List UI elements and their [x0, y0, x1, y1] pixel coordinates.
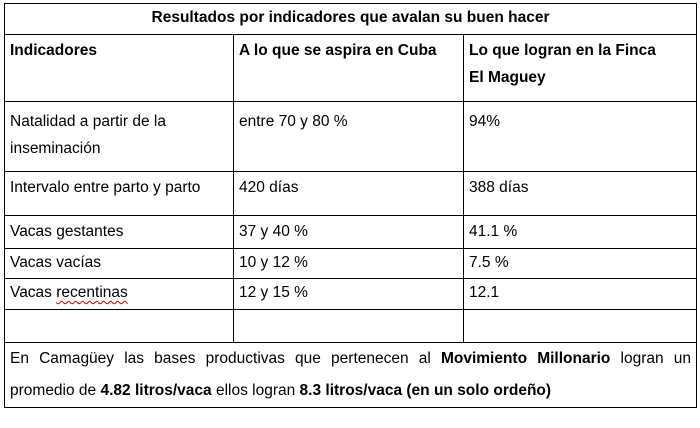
table-row: Vacas recentinas 12 y 15 % 12.1: [4, 278, 698, 310]
finca-yield: 8.3 litros/vaca (en un solo ordeño): [299, 382, 552, 399]
table-row: Intervalo entre parto y parto 420 días 3…: [4, 171, 698, 216]
empty-cell: [233, 309, 464, 343]
indicator-cell: Vacas gestantes: [4, 215, 234, 249]
finca-value: 94%: [462, 101, 698, 172]
table-row: Natalidad a partir de la inseminación en…: [4, 101, 698, 172]
indicator-cell: Natalidad a partir de la inseminación: [4, 101, 234, 172]
header-indicators: Indicadores: [4, 34, 234, 102]
indicator-line1: Natalidad a partir de la: [10, 113, 166, 130]
table-row: Vacas gestantes 37 y 40 % 41.1 %: [4, 215, 698, 249]
spellcheck-word: recentinas: [56, 284, 128, 301]
indicator-cell: Intervalo entre parto y parto: [4, 171, 234, 216]
cuba-value: 12 y 15 %: [233, 278, 464, 310]
table-row: Vacas vacías 10 y 12 % 7.5 %: [4, 248, 698, 279]
footer-row: En Camagüey las bases productivas que pe…: [3, 342, 698, 408]
finca-value: 388 días: [462, 171, 698, 216]
header-finca: Lo que logran en la Finca El Maguey: [462, 34, 698, 102]
header-finca-line1: Lo que logran en la Finca: [469, 42, 656, 59]
finca-value: 7.5 %: [462, 248, 698, 279]
table-title: Resultados por indicadores que avalan su…: [3, 3, 698, 35]
empty-row: [4, 309, 698, 343]
empty-cell: [4, 309, 234, 343]
empty-cell: [462, 309, 698, 343]
finca-value: 12.1: [462, 278, 698, 310]
finca-value: 41.1 %: [462, 215, 698, 249]
header-cuba: A lo que se aspira en Cuba: [233, 34, 464, 102]
indicator-cell: Vacas vacías: [4, 248, 234, 279]
header-finca-line2: El Maguey: [469, 69, 546, 86]
indicator-text: Vacas: [10, 284, 57, 301]
cuba-value: 37 y 40 %: [233, 215, 464, 249]
footer-note: En Camagüey las bases productivas que pe…: [3, 342, 698, 408]
cuba-value: 420 días: [233, 171, 464, 216]
average-yield: 4.82 litros/vaca: [100, 382, 212, 399]
indicator-cell: Vacas recentinas: [4, 278, 234, 310]
header-row: Indicadores A lo que se aspira en Cuba L…: [4, 34, 698, 102]
cuba-value: 10 y 12 %: [233, 248, 464, 279]
results-table: Resultados por indicadores que avalan su…: [3, 3, 698, 408]
movement-name: Movimiento Millonario: [440, 350, 611, 367]
indicator-line2: inseminación: [10, 140, 101, 157]
cuba-value: entre 70 y 80 %: [233, 101, 464, 172]
